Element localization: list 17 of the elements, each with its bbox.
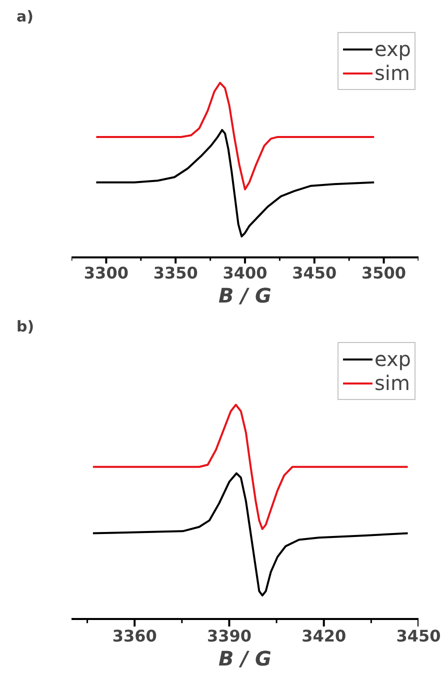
legend-label: exp [374, 37, 411, 61]
x-tick-label: 3450 [292, 264, 337, 282]
chart-title: a) [16, 8, 34, 26]
x-tick-label: 3360 [112, 626, 157, 646]
x-tick-label: 3450 [396, 626, 441, 646]
x-axis-title: B / G [218, 284, 272, 308]
legend-label: sim [374, 371, 410, 395]
legend-label: exp [374, 347, 411, 371]
x-tick-label: 3420 [302, 626, 346, 646]
x-axis-title: B / G [218, 646, 272, 670]
x-tick-label: 3500 [362, 264, 406, 282]
x-tick-label: 3400 [222, 264, 268, 282]
x-tick-label: 3300 [84, 264, 128, 282]
chart-title: b) [16, 318, 34, 336]
x-tick-label: 3350 [153, 264, 198, 282]
x-tick-label: 3390 [206, 626, 252, 646]
legend-label: sim [374, 61, 410, 85]
